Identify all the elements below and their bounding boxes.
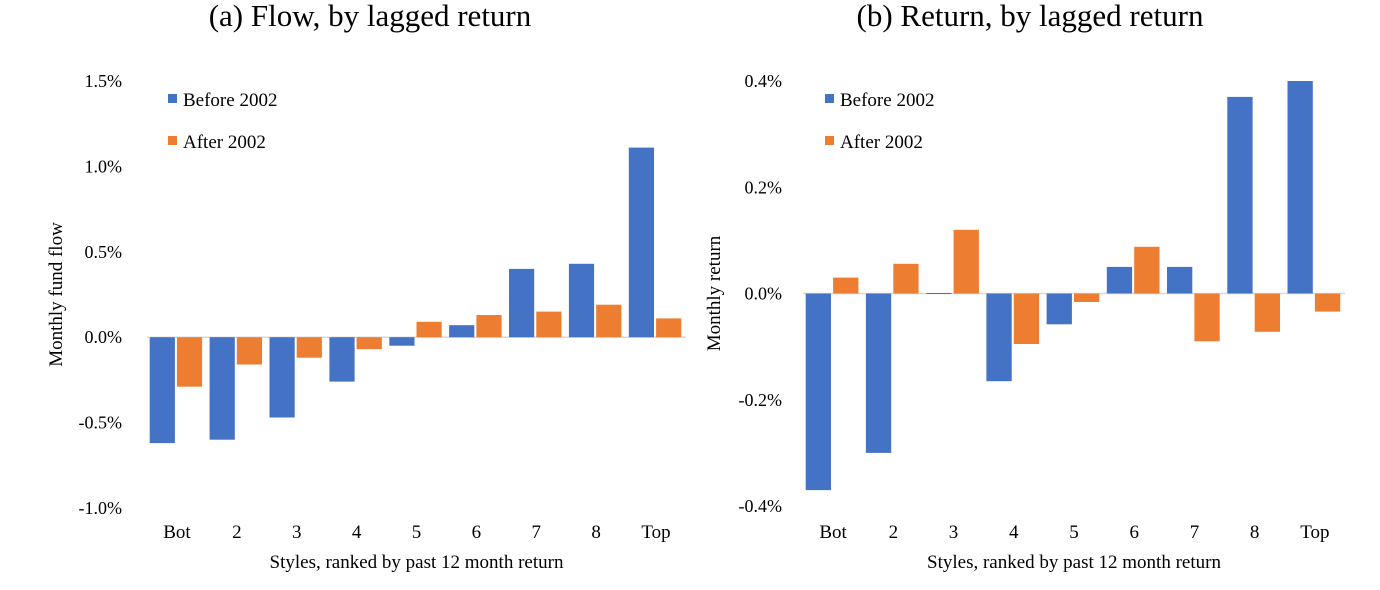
bar-after-2002 [953, 229, 979, 294]
bar-after-2002 [536, 311, 562, 338]
bar-before-2002 [149, 337, 175, 444]
bar-after-2002 [416, 321, 442, 338]
y-tick-label: 1.0% [85, 156, 123, 176]
bar-before-2002 [805, 293, 831, 491]
chart-flow: (a) Flow, by lagged return -1.0% -0.5% 0.0%… [46, 0, 686, 573]
bar-after-2002 [356, 337, 382, 350]
x-tick-label: 7 [1190, 522, 1200, 543]
bar-before-2002 [1106, 266, 1133, 294]
bar-after-2002 [1134, 246, 1160, 294]
bar-after-2002 [1254, 293, 1280, 332]
x-tick-label: Bot [819, 522, 847, 543]
bar-after-2002 [833, 277, 859, 294]
bar-before-2002 [269, 337, 295, 418]
x-tick-label: 4 [1009, 522, 1019, 543]
chart-title: (a) Flow, by lagged return [209, 0, 532, 33]
bar-after-2002 [1013, 293, 1040, 344]
bar-after-2002 [1314, 293, 1341, 312]
x-tick-label: 3 [292, 522, 302, 543]
y-axis-label: Monthly fund flow [46, 222, 67, 367]
x-tick-label: 3 [949, 522, 959, 543]
bar-before-2002 [449, 325, 475, 338]
legend-label: Before 2002 [183, 90, 277, 111]
x-tick-label: Bot [163, 522, 191, 543]
x-tick-label: 6 [472, 522, 482, 543]
x-tick-label: 5 [1069, 522, 1079, 543]
x-tick-label: Top [641, 522, 670, 543]
chart-title: (b) Return, by lagged return [857, 0, 1204, 33]
y-tick-label: -1.0% [79, 498, 123, 518]
bar-before-2002 [986, 293, 1012, 382]
bar-before-2002 [1167, 266, 1193, 294]
bar-before-2002 [1287, 81, 1313, 294]
bar-before-2002 [628, 147, 654, 338]
x-tick-label: 7 [532, 522, 542, 543]
bar-before-2002 [865, 293, 892, 453]
x-axis-label: Styles, ranked by past 12 month return [927, 552, 1221, 573]
y-tick-label: 0.0% [85, 327, 123, 347]
x-tick-label: 6 [1129, 522, 1139, 543]
y-tick-label: 0.5% [85, 242, 123, 262]
chart-return: (b) Return, by lagged return -0.4% -0.2% 0.… [704, 0, 1345, 573]
bar-before-2002 [568, 263, 595, 338]
y-tick-label: -0.2% [739, 390, 783, 410]
legend-swatch [825, 136, 834, 145]
bar-after-2002 [1074, 293, 1100, 302]
bar-after-2002 [893, 263, 919, 294]
bar-after-2002 [296, 337, 322, 358]
x-axis-label: Styles, ranked by past 12 month return [270, 552, 564, 573]
x-tick-label: 8 [1250, 522, 1260, 543]
x-tick-label: 2 [889, 522, 899, 543]
bar-before-2002 [1046, 293, 1072, 325]
y-tick-label: -0.5% [79, 413, 123, 433]
bar-before-2002 [926, 293, 952, 294]
bar-after-2002 [596, 304, 622, 338]
y-axis-label: Monthly return [704, 235, 725, 351]
x-tick-label: Top [1300, 522, 1329, 543]
y-tick-label: 1.5% [85, 71, 123, 91]
y-tick-label: 0.2% [745, 177, 783, 197]
legend-label: Before 2002 [840, 90, 934, 111]
x-tick-label: 8 [591, 522, 601, 543]
legend-swatch [168, 136, 177, 145]
y-tick-label: -0.4% [739, 496, 783, 516]
bar-after-2002 [476, 315, 502, 338]
bar-before-2002 [1227, 96, 1253, 294]
y-tick-label: 0.0% [745, 284, 783, 304]
bar-before-2002 [329, 337, 355, 382]
legend-swatch [825, 94, 834, 103]
legend-label: After 2002 [183, 132, 266, 153]
x-tick-label: 2 [232, 522, 242, 543]
x-tick-label: 4 [352, 522, 362, 543]
bar-before-2002 [389, 337, 415, 346]
legend-label: After 2002 [840, 132, 923, 153]
y-tick-label: 0.4% [745, 71, 783, 91]
bar-after-2002 [236, 337, 262, 365]
bar-after-2002 [176, 337, 203, 387]
bar-before-2002 [209, 337, 235, 440]
bar-after-2002 [1194, 293, 1220, 342]
bar-before-2002 [509, 268, 535, 338]
bar-after-2002 [656, 318, 682, 338]
x-tick-label: 5 [412, 522, 422, 543]
legend-swatch [168, 94, 177, 103]
